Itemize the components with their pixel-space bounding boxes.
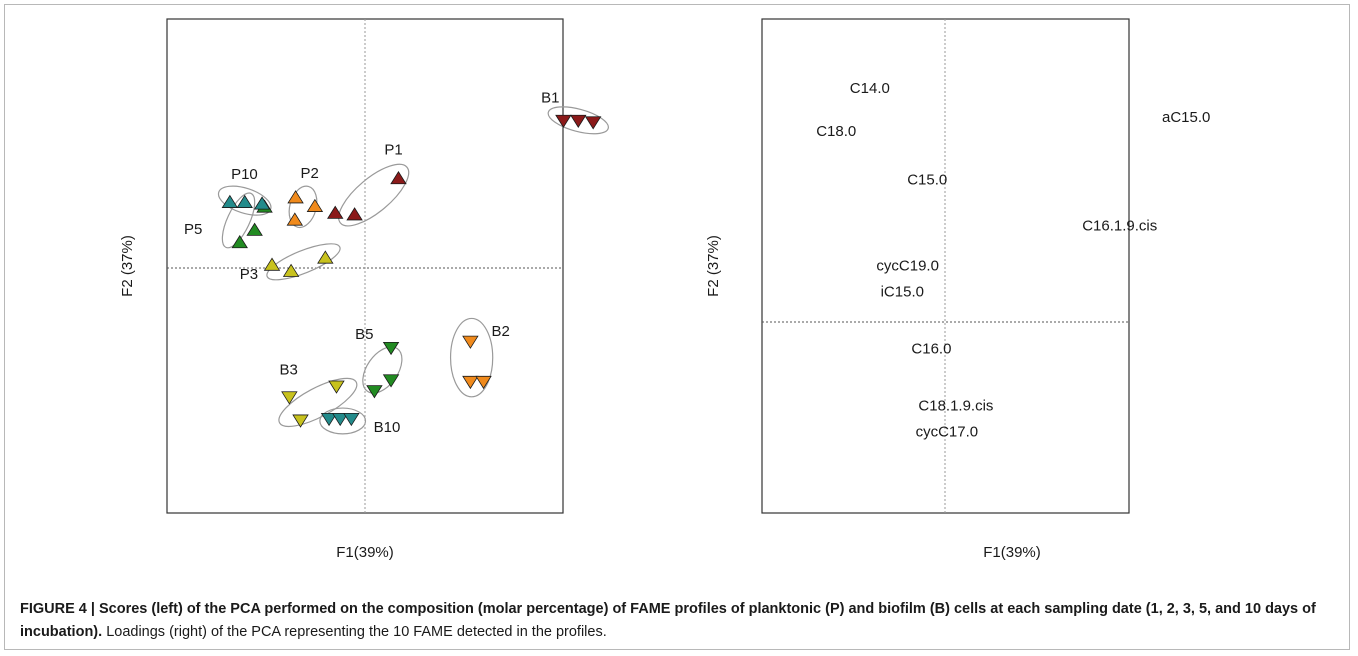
point-b1-3 [584,116,602,130]
figure-frame [4,4,1350,650]
point-b3-2 [328,380,345,394]
group-label-p10: P10 [231,166,258,183]
point-p10-3 [253,196,271,210]
loading-label-c15-0: C15.0 [907,172,947,189]
point-b3-1 [281,391,298,405]
caption-bold-text: FIGURE 4 | Scores (left) of the PCA perf… [20,601,1316,640]
loading-label-ic15-0: iC15.0 [881,283,924,300]
scores-panel: P1 P2 P3 P5 P10 B1 B2 B3 B5 B10 F1(39%) F2 (37%) [119,18,609,561]
scores-y-axis-title: F2 (37%) [119,235,136,297]
group-ellipse-p10 [217,185,272,216]
point-p10-1 [221,194,239,208]
group-label-b3: B3 [279,362,297,379]
group-label-p3: P3 [240,266,258,283]
loading-label-c16-0: C16.0 [911,340,951,357]
loading-label-c14-0: C14.0 [850,80,890,97]
group-ellipse-b2 [449,317,494,398]
group-label-b5: B5 [355,326,373,343]
point-b1-1 [555,114,572,128]
point-p1-2 [327,205,344,219]
group-label-b1: B1 [541,90,559,107]
loading-label-c18-0: C18.0 [816,123,856,140]
loading-label-cycc19-0: cycC19.0 [876,258,939,275]
group-label-b2: B2 [491,323,509,340]
group-label-p5: P5 [184,221,202,238]
figure-caption: FIGURE 4 | Scores (left) of the PCA perf… [20,598,1340,644]
point-b10-1 [320,413,338,427]
point-p5-3 [231,234,248,249]
caption-text: Loadings (right) of the PCA representing… [102,624,607,640]
point-p3-1 [317,250,334,264]
point-b5-2 [382,374,400,388]
point-p2-2 [306,198,324,212]
point-p1-1 [390,171,407,185]
group-label-p2: P2 [301,165,319,182]
loadings-x-axis-title: F1(39%) [983,544,1041,561]
point-p2-1 [287,190,304,204]
group-ellipse-p1 [338,163,410,227]
group-label-b10: B10 [374,419,401,436]
point-b1-2 [570,114,587,128]
group-ellipse-b10 [319,407,367,435]
loading-label-c16-1-9-cis: C16.1.9.cis [1082,217,1157,234]
loading-label-c18-1-9-cis: C18.1.9.cis [918,398,993,415]
loadings-y-axis-title: F2 (37%) [705,235,722,297]
group-ellipse-p3 [266,243,341,281]
point-b5-1 [382,341,400,356]
group-ellipse-b1 [547,106,609,135]
point-p1-3 [346,207,363,221]
point-p2-3 [286,212,304,226]
group-ellipse-b5 [362,346,403,394]
point-p5-2 [246,222,263,236]
point-b2-1 [462,335,479,349]
point-b2-3 [475,375,492,390]
scores-plot-border [166,18,564,514]
point-b10-3 [343,413,360,427]
point-b5-3 [366,385,383,399]
point-p3-2 [263,257,281,271]
loadings-panel: C14.0 C18.0 aC15.0 C15.0 C16.1.9.cis cycC19.0… [705,18,1210,561]
group-ellipse-p5 [221,192,256,249]
group-label-p1: P1 [384,141,402,158]
point-p3-3 [282,263,300,277]
loading-label-ac15-0: aC15.0 [1162,109,1210,126]
group-ellipse-b3 [278,377,358,428]
scores-x-axis-title: F1(39%) [336,544,394,561]
point-p10-2 [236,194,253,208]
point-b10-2 [331,413,349,427]
loading-label-cycc17-0: cycC17.0 [916,423,979,440]
point-b3-3 [292,414,309,428]
point-b2-2 [462,375,479,390]
